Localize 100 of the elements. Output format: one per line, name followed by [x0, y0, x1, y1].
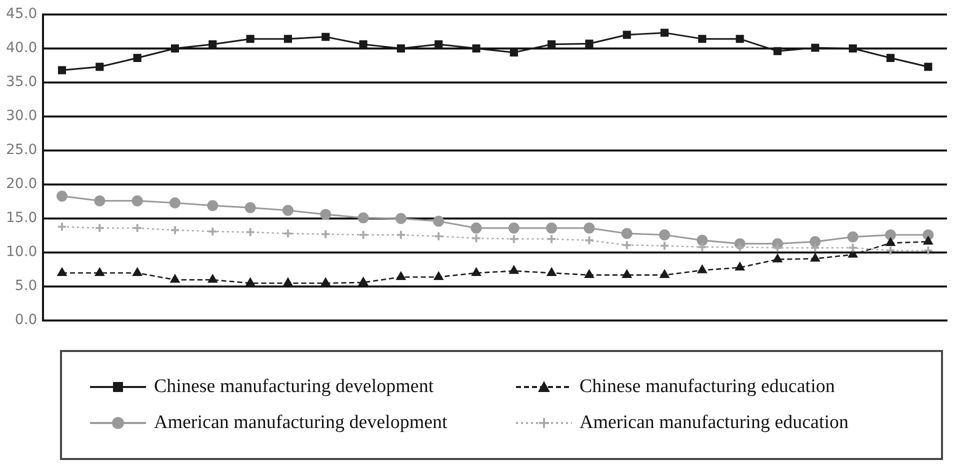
y-tick-label: 30.0 [6, 108, 38, 124]
point [57, 222, 67, 232]
point [923, 246, 934, 256]
point [510, 48, 518, 57]
point [886, 54, 895, 62]
point [56, 190, 68, 202]
point [282, 228, 293, 239]
point [848, 44, 857, 52]
point [508, 234, 519, 244]
point [132, 267, 142, 276]
point [472, 44, 480, 52]
point [622, 270, 632, 278]
point [396, 44, 405, 52]
point [94, 267, 104, 276]
point [660, 270, 670, 278]
point [546, 267, 556, 276]
point [773, 47, 782, 56]
point [322, 32, 330, 41]
point [471, 233, 482, 244]
point [396, 230, 406, 240]
y-tick-label: 25.0 [6, 142, 38, 158]
point [433, 216, 444, 227]
point [395, 213, 406, 224]
point [847, 231, 858, 242]
point [207, 200, 218, 212]
point [736, 34, 744, 43]
point [320, 278, 330, 286]
point [133, 54, 142, 62]
y-tick-label: 40.0 [6, 40, 38, 56]
point [57, 267, 67, 276]
point [697, 242, 708, 252]
y-tick-label: 45.0 [6, 6, 38, 22]
point [96, 62, 104, 71]
point [170, 274, 180, 283]
point [396, 272, 406, 280]
point [434, 272, 444, 280]
point [434, 231, 444, 242]
point [94, 223, 105, 234]
point [94, 195, 106, 206]
point [508, 222, 520, 234]
point [320, 208, 332, 220]
point [585, 40, 594, 48]
point [284, 34, 292, 43]
point [245, 227, 256, 238]
point [283, 278, 293, 286]
point [734, 242, 745, 252]
point [434, 40, 443, 48]
y-tick-label: 35.0 [6, 74, 38, 90]
point [244, 202, 256, 214]
point [810, 242, 820, 253]
point [584, 235, 594, 246]
point [923, 236, 933, 245]
point [208, 226, 218, 236]
point [320, 229, 331, 240]
point [584, 222, 595, 234]
point [924, 62, 932, 71]
point [170, 44, 180, 52]
point [886, 246, 896, 256]
point [584, 270, 594, 278]
point [660, 28, 669, 37]
legend-label: Chinese manufacturing development [154, 376, 434, 398]
point [58, 66, 66, 74]
point [509, 265, 519, 274]
point [358, 230, 368, 240]
point [132, 195, 143, 206]
point [246, 34, 254, 43]
point [470, 222, 482, 234]
point [245, 278, 256, 286]
point [848, 249, 858, 258]
point [772, 254, 782, 262]
point [546, 222, 558, 234]
y-tick-label: 0.0 [14, 312, 38, 328]
point [622, 240, 632, 250]
point [471, 267, 482, 276]
point [659, 229, 670, 240]
point [622, 30, 631, 39]
point [358, 276, 368, 286]
point [358, 212, 369, 224]
point [848, 242, 858, 253]
point [810, 253, 820, 262]
point [170, 225, 180, 236]
y-tick-label: 10.0 [6, 244, 38, 260]
point [546, 234, 557, 244]
point [208, 40, 217, 48]
point [169, 197, 180, 208]
point [772, 242, 783, 253]
point [359, 40, 368, 48]
point [886, 238, 896, 246]
point [208, 274, 218, 283]
point [132, 223, 142, 234]
legend-label: Chinese manufacturing education [580, 376, 835, 398]
point [282, 204, 294, 216]
legend-label: American manufacturing education [580, 412, 849, 434]
y-tick-label: 20.0 [6, 176, 38, 192]
point [885, 229, 896, 240]
legend-label: American manufacturing development [154, 412, 448, 434]
point [697, 264, 708, 274]
point [621, 228, 632, 240]
point [548, 40, 556, 48]
point [696, 234, 708, 246]
